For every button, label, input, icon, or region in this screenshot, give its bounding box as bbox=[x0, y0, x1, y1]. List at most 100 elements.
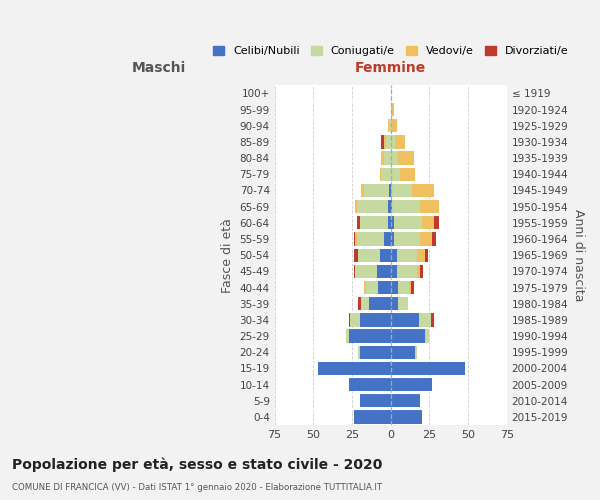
Bar bbox=[391, 216, 394, 230]
Bar bbox=[391, 200, 392, 213]
Bar bbox=[346, 330, 349, 343]
Bar bbox=[391, 297, 398, 310]
Bar bbox=[360, 314, 391, 326]
Bar bbox=[417, 265, 420, 278]
Bar bbox=[353, 410, 391, 424]
Bar bbox=[356, 232, 385, 245]
Bar bbox=[419, 314, 431, 326]
Bar bbox=[361, 184, 364, 197]
Bar bbox=[392, 200, 420, 213]
Bar bbox=[391, 410, 422, 424]
Bar bbox=[366, 281, 378, 294]
Bar bbox=[391, 314, 419, 326]
Bar bbox=[391, 346, 415, 359]
Bar bbox=[360, 216, 388, 230]
Bar bbox=[382, 152, 385, 164]
Bar bbox=[353, 248, 358, 262]
Bar bbox=[382, 136, 385, 148]
Bar bbox=[369, 297, 391, 310]
Bar bbox=[391, 330, 425, 343]
Bar bbox=[355, 200, 356, 213]
Bar bbox=[391, 168, 400, 181]
Bar bbox=[433, 232, 436, 245]
Y-axis label: Fasce di età: Fasce di età bbox=[221, 218, 234, 292]
Bar bbox=[360, 346, 391, 359]
Bar bbox=[391, 378, 433, 392]
Bar bbox=[412, 184, 434, 197]
Bar bbox=[422, 216, 434, 230]
Bar bbox=[391, 103, 392, 116]
Bar bbox=[378, 281, 391, 294]
Bar bbox=[392, 103, 394, 116]
Bar bbox=[364, 281, 366, 294]
Bar bbox=[420, 232, 433, 245]
Bar bbox=[353, 265, 355, 278]
Bar bbox=[349, 378, 391, 392]
Bar bbox=[360, 394, 391, 407]
Bar bbox=[377, 265, 391, 278]
Bar bbox=[391, 152, 398, 164]
Bar bbox=[395, 136, 404, 148]
Bar bbox=[391, 136, 395, 148]
Bar bbox=[356, 200, 388, 213]
Legend: Celibi/Nubili, Coniugati/e, Vedovi/e, Divorziati/e: Celibi/Nubili, Coniugati/e, Vedovi/e, Di… bbox=[209, 42, 573, 61]
Bar bbox=[391, 362, 465, 375]
Y-axis label: Anni di nascita: Anni di nascita bbox=[572, 209, 585, 302]
Bar bbox=[397, 265, 417, 278]
Bar bbox=[350, 314, 360, 326]
Bar bbox=[391, 184, 412, 197]
Bar bbox=[420, 265, 423, 278]
Bar bbox=[394, 216, 422, 230]
Text: Popolazione per età, sesso e stato civile - 2020: Popolazione per età, sesso e stato civil… bbox=[12, 458, 382, 472]
Bar bbox=[356, 216, 360, 230]
Bar bbox=[355, 265, 377, 278]
Text: Maschi: Maschi bbox=[131, 61, 186, 75]
Bar bbox=[409, 281, 411, 294]
Bar bbox=[349, 330, 391, 343]
Bar bbox=[420, 200, 439, 213]
Bar bbox=[425, 248, 428, 262]
Bar bbox=[361, 297, 369, 310]
Bar bbox=[398, 152, 414, 164]
Bar bbox=[431, 314, 434, 326]
Bar bbox=[388, 200, 391, 213]
Bar bbox=[391, 248, 397, 262]
Bar bbox=[397, 248, 417, 262]
Bar bbox=[434, 216, 439, 230]
Bar bbox=[398, 281, 409, 294]
Bar bbox=[400, 168, 415, 181]
Bar bbox=[388, 119, 389, 132]
Bar bbox=[382, 168, 391, 181]
Bar bbox=[425, 330, 430, 343]
Bar bbox=[380, 248, 391, 262]
Bar bbox=[353, 232, 355, 245]
Bar bbox=[318, 362, 391, 375]
Text: Femmine: Femmine bbox=[355, 61, 426, 75]
Text: COMUNE DI FRANCICA (VV) - Dati ISTAT 1° gennaio 2020 - Elaborazione TUTTITALIA.I: COMUNE DI FRANCICA (VV) - Dati ISTAT 1° … bbox=[12, 484, 382, 492]
Bar bbox=[391, 281, 398, 294]
Bar bbox=[388, 216, 391, 230]
Bar bbox=[398, 297, 407, 310]
Bar bbox=[364, 184, 389, 197]
Bar bbox=[385, 136, 386, 148]
Bar bbox=[391, 394, 420, 407]
Bar bbox=[355, 232, 356, 245]
Bar bbox=[349, 314, 350, 326]
Bar bbox=[391, 119, 392, 132]
Bar bbox=[417, 248, 425, 262]
Bar bbox=[385, 152, 391, 164]
Bar bbox=[380, 168, 382, 181]
Bar bbox=[358, 248, 380, 262]
Bar bbox=[391, 265, 397, 278]
Bar bbox=[392, 119, 397, 132]
Bar bbox=[385, 232, 391, 245]
Bar bbox=[391, 232, 394, 245]
Bar bbox=[358, 346, 360, 359]
Bar bbox=[389, 119, 391, 132]
Bar bbox=[389, 184, 391, 197]
Bar bbox=[394, 232, 420, 245]
Bar bbox=[411, 281, 414, 294]
Bar bbox=[358, 297, 361, 310]
Bar bbox=[415, 346, 417, 359]
Bar bbox=[386, 136, 391, 148]
